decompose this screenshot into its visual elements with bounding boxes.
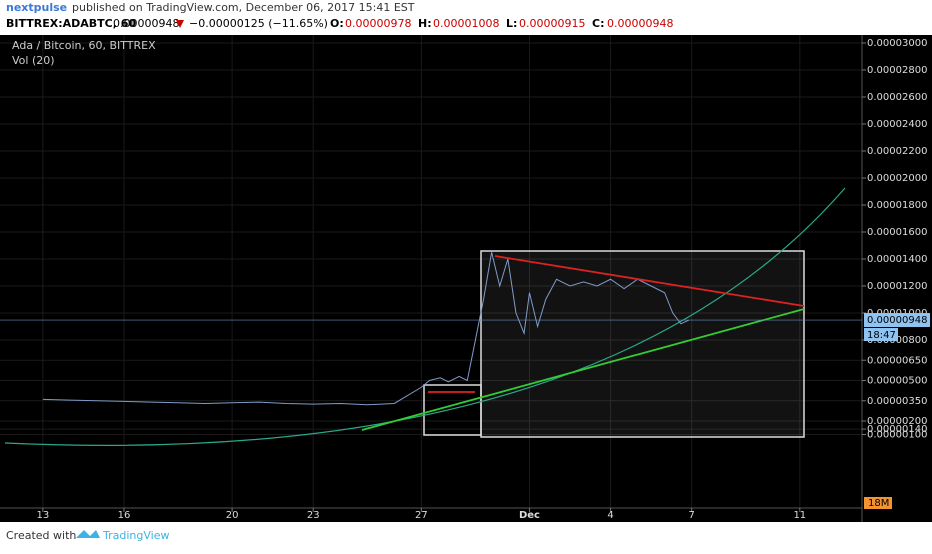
x-tick-label: 16 bbox=[118, 510, 131, 521]
trend-line bbox=[361, 308, 805, 431]
h-label: H: bbox=[418, 17, 432, 30]
y-tick-label: 0.00001400 bbox=[867, 254, 927, 265]
x-tick-label: Dec bbox=[519, 510, 540, 521]
y-tick-label: 0.00000200 bbox=[867, 416, 927, 427]
brand[interactable]: TradingView bbox=[102, 529, 169, 542]
x-tick-label: 7 bbox=[688, 510, 694, 521]
created: Created with bbox=[6, 529, 76, 542]
footer-bg bbox=[0, 522, 932, 550]
y-tick-label: 0.00002800 bbox=[867, 65, 927, 76]
l-label: L: bbox=[506, 17, 517, 30]
x-tick-label: 23 bbox=[307, 510, 320, 521]
y-tick-label: 0.00002000 bbox=[867, 173, 927, 184]
grid bbox=[0, 35, 862, 508]
o-label: O: bbox=[330, 17, 344, 30]
published: published on TradingView.com, December 0… bbox=[72, 1, 415, 14]
range-box bbox=[480, 250, 805, 438]
x-tick-label: 20 bbox=[226, 510, 239, 521]
curve bbox=[4, 187, 846, 446]
countdown-tag bbox=[864, 328, 898, 342]
last-price-tag bbox=[864, 313, 930, 328]
y-tick-label: 0.00003000 bbox=[867, 38, 927, 49]
y-tick-label: 0.00001200 bbox=[867, 281, 927, 292]
down-arrow bbox=[176, 20, 184, 28]
h: 0.00001008 bbox=[433, 17, 499, 30]
x-tick-label: 27 bbox=[415, 510, 428, 521]
y-tick-label: 0.00002600 bbox=[867, 92, 927, 103]
y-tick-label: 0.00001600 bbox=[867, 227, 927, 238]
indicator: Vol (20) bbox=[12, 54, 55, 67]
symbol: BITTREX:ADABTC, 60 bbox=[6, 17, 136, 30]
x-tick-label: 13 bbox=[36, 510, 49, 521]
author[interactable]: nextpulse bbox=[6, 1, 67, 14]
countdown: 18:47 bbox=[867, 330, 896, 341]
logo bbox=[76, 530, 100, 538]
y-tick-label: 0.00000650 bbox=[867, 355, 927, 366]
l: 0.00000915 bbox=[519, 17, 585, 30]
header-bg bbox=[0, 0, 932, 35]
trend-line bbox=[494, 255, 805, 307]
y-tick-label: 0.00002200 bbox=[867, 146, 927, 157]
chart-bg bbox=[0, 35, 932, 522]
chart-title: Ada / Bitcoin, 60, BITTREX bbox=[12, 39, 156, 52]
y-tick-label: 0.00001800 bbox=[867, 200, 927, 211]
y-tick-label: 0.00000100 bbox=[867, 430, 927, 441]
last: 0.00000948 bbox=[113, 17, 179, 30]
x-tick-label: 4 bbox=[607, 510, 613, 521]
y-tick-label: 0.00002400 bbox=[867, 119, 927, 130]
range-box bbox=[423, 384, 482, 436]
y-tick-label: 0.00000140 bbox=[867, 424, 927, 435]
c: 0.00000948 bbox=[607, 17, 673, 30]
c-label: C: bbox=[592, 17, 604, 30]
o: 0.00000978 bbox=[345, 17, 411, 30]
last-price-label: 0.00000948 bbox=[867, 315, 927, 326]
x-tick-label: 11 bbox=[793, 510, 806, 521]
change: −0.00000125 (−11.65%) bbox=[189, 17, 328, 30]
y-tick-label: 0.00000500 bbox=[867, 376, 927, 387]
volume-tag bbox=[864, 497, 892, 509]
volume-tag-label: 18M bbox=[868, 498, 889, 509]
y-tick-label: 0.00000350 bbox=[867, 396, 927, 407]
